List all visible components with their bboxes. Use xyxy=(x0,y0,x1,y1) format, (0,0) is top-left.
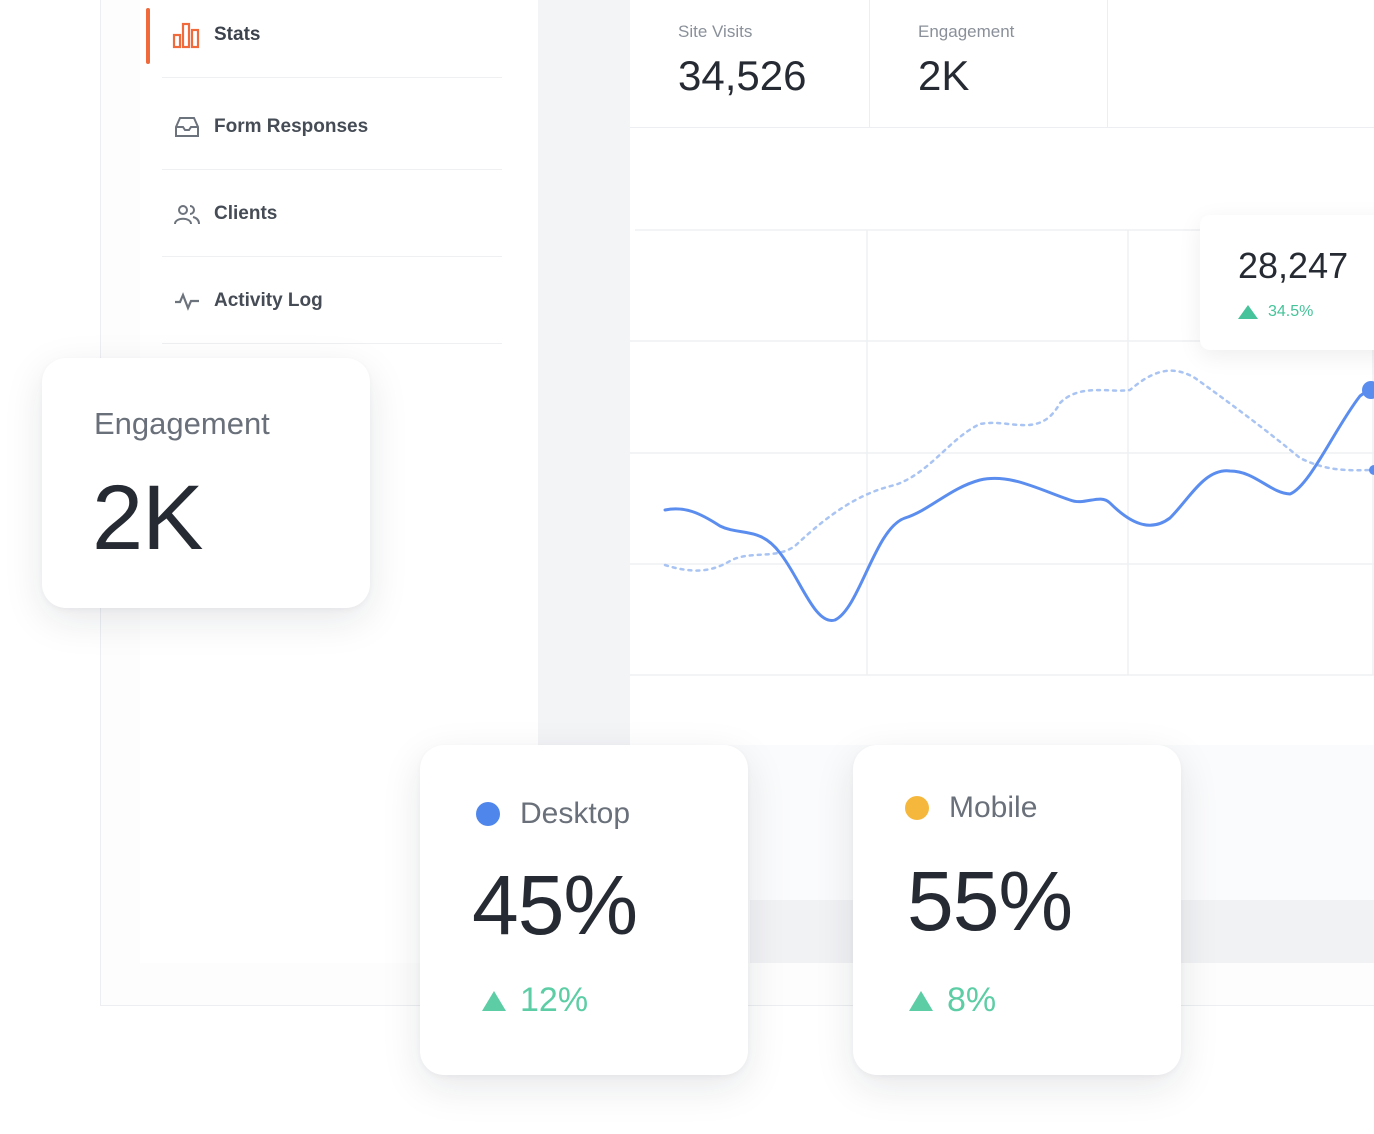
desktop-card: Desktop 45% 12% xyxy=(420,745,748,1075)
traffic-chart xyxy=(630,128,1374,745)
tooltip-change-value: 34.5% xyxy=(1268,303,1314,320)
sidebar-item-stats[interactable]: Stats xyxy=(162,0,502,78)
sidebar-item-label: Form Responses xyxy=(214,115,369,137)
card-label: Engagement xyxy=(94,406,270,441)
stat-value: 2K xyxy=(918,52,970,99)
series-solid-line xyxy=(663,384,1374,622)
up-arrow-icon xyxy=(482,990,506,1011)
card-value: 2K xyxy=(92,467,204,569)
inbox-icon xyxy=(172,114,202,140)
stat-label: Engagement xyxy=(918,22,1015,41)
card-change-value: 12% xyxy=(520,981,589,1019)
card-change-value: 8% xyxy=(947,981,997,1019)
sidebar-item-activity-log[interactable]: Activity Log xyxy=(162,258,502,344)
chart-tooltip: 28,247 34.5% xyxy=(1200,215,1374,350)
series-end-point xyxy=(1362,381,1374,399)
sidebar-item-clients[interactable]: Clients xyxy=(162,171,502,257)
card-change: 8% xyxy=(909,981,996,1020)
stat-engagement: Engagement 2K xyxy=(870,0,1108,128)
up-arrow-icon xyxy=(1238,305,1258,319)
stat-empty xyxy=(1108,0,1374,128)
card-label-text: Desktop xyxy=(520,797,631,830)
tooltip-value: 28,247 xyxy=(1238,245,1349,286)
active-indicator xyxy=(146,8,150,64)
card-label-text: Mobile xyxy=(949,791,1038,824)
stat-value: 34,526 xyxy=(678,52,807,99)
stat-site-visits: Site Visits 34,526 xyxy=(630,0,870,128)
stat-label: Site Visits xyxy=(678,22,753,41)
card-change: 12% xyxy=(482,981,588,1020)
mobile-dot-icon xyxy=(905,796,929,820)
bar-chart-icon xyxy=(172,22,202,48)
card-value: 45% xyxy=(472,858,638,952)
series-dotted-end-point xyxy=(1369,465,1374,475)
series-dotted-line xyxy=(663,369,1374,572)
up-arrow-icon xyxy=(909,990,933,1011)
users-icon xyxy=(172,201,202,227)
desktop-dot-icon xyxy=(476,802,500,826)
engagement-card: Engagement 2K xyxy=(42,358,370,608)
activity-icon xyxy=(172,288,202,314)
card-value: 55% xyxy=(907,854,1073,948)
tooltip-change: 34.5% xyxy=(1238,303,1313,321)
card-label: Desktop xyxy=(476,797,630,831)
sidebar-item-label: Clients xyxy=(214,202,278,224)
sidebar-item-form-responses[interactable]: Form Responses xyxy=(162,84,502,170)
card-label: Mobile xyxy=(905,791,1037,825)
sidebar-item-label: Activity Log xyxy=(214,289,323,311)
sidebar-item-label: Stats xyxy=(214,23,261,45)
content-gutter xyxy=(538,0,630,745)
mobile-card: Mobile 55% 8% xyxy=(853,745,1181,1075)
